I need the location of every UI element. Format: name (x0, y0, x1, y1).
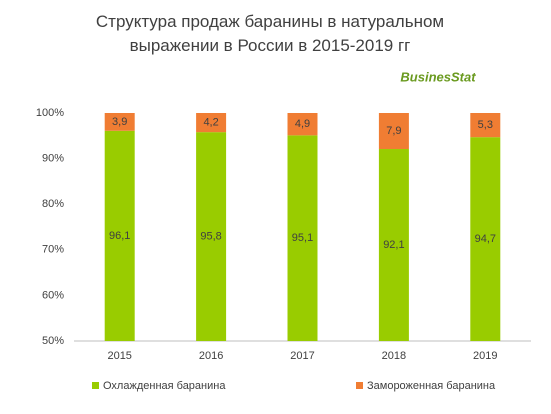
x-tick-label: 2017 (290, 350, 314, 362)
data-label: 96,1 (109, 230, 130, 242)
x-tick-label: 2019 (473, 350, 497, 362)
bar-segment (378, 113, 409, 150)
chart-title: Структура продаж баранины в натуральном … (95, 12, 445, 55)
bar-segment (287, 135, 318, 341)
legend-swatch (356, 382, 363, 389)
y-tick-label: 90% (42, 153, 64, 165)
y-tick-label: 80% (42, 198, 64, 210)
y-tick-label: 50% (42, 335, 64, 347)
y-tick-label: 100% (36, 107, 64, 119)
legend-label: Охлажденная баранина (103, 380, 226, 392)
data-label: 95,8 (200, 230, 221, 242)
bar-segment (104, 113, 135, 131)
x-tick-label: 2015 (107, 350, 131, 362)
data-label: 5,3 (478, 119, 493, 131)
legend-label: Замороженная баранина (367, 380, 496, 392)
data-label: 4,2 (203, 116, 218, 128)
x-tick-label: 2016 (199, 350, 223, 362)
legend-swatch (92, 382, 99, 389)
data-label: 95,1 (292, 232, 313, 244)
bar-segment (470, 137, 501, 341)
logo: BusinesStat (400, 69, 476, 84)
bar-segment (196, 113, 227, 133)
y-tick-label: 70% (42, 244, 64, 256)
bar-segment (196, 132, 227, 341)
bar-segment (287, 113, 318, 136)
y-tick-label: 60% (42, 289, 64, 301)
x-tick-label: 2018 (382, 350, 406, 362)
data-label: 3,9 (112, 116, 127, 128)
data-label: 92,1 (383, 239, 404, 251)
bar-segment (378, 149, 409, 341)
data-label: 94,7 (475, 233, 496, 245)
bar-segment (470, 113, 501, 138)
data-label: 4,9 (295, 118, 310, 130)
data-label: 7,9 (386, 125, 401, 137)
bar-segment (104, 130, 135, 341)
